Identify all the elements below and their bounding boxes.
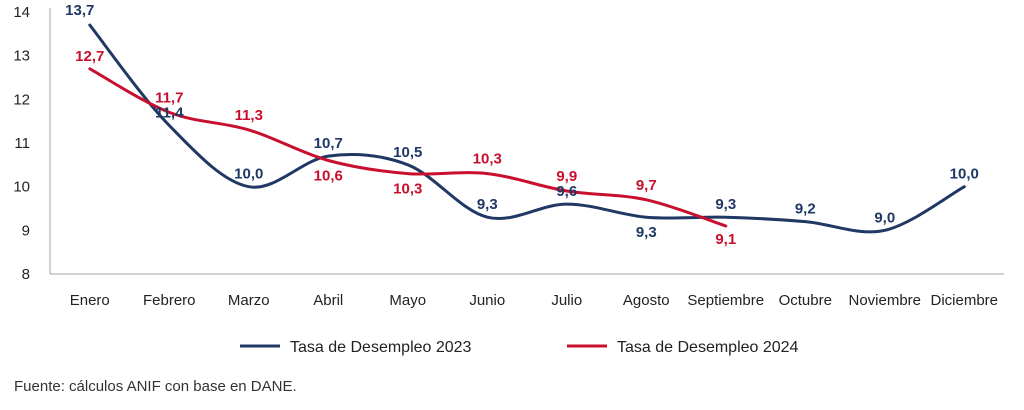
legend-label-2: Tasa de Desempleo 2024 xyxy=(617,339,799,356)
data-label: 9,3 xyxy=(715,196,736,213)
data-label: 10,7 xyxy=(314,135,343,152)
data-labels: 13,7 11,4 10,0 10,7 10,5 9,3 9,6 9,3 9,3 9,2 9,0 10… xyxy=(65,2,979,248)
x-tick-label: Mayo xyxy=(389,292,426,309)
series-line-2 xyxy=(88,67,728,228)
y-tick-label: 11 xyxy=(14,135,30,152)
x-tick-label: Marzo xyxy=(228,292,270,309)
data-label: 10,5 xyxy=(393,144,422,161)
data-label: 10,3 xyxy=(393,181,422,198)
x-tick-label: Octubre xyxy=(779,292,832,309)
x-tick-label: Noviembre xyxy=(848,292,921,309)
data-label: 9,1 xyxy=(715,231,736,248)
x-tick-label: Febrero xyxy=(143,292,196,309)
line-chart: 8 9 10 11 12 13 14 Enero Febrero Marzo Abril Mayo Ju… xyxy=(13,2,1004,356)
y-tick-label: 8 xyxy=(22,266,30,283)
data-label: 11,3 xyxy=(235,107,263,124)
x-tick-label: Abril xyxy=(313,292,343,309)
data-label: 9,3 xyxy=(636,224,657,241)
data-label: 11,7 xyxy=(155,89,183,106)
data-label: 9,6 xyxy=(556,183,577,200)
x-tick-label: Septiembre xyxy=(687,292,764,309)
data-label: 10,0 xyxy=(950,166,979,183)
series-line-1 xyxy=(88,23,966,234)
data-label: 13,7 xyxy=(65,2,94,19)
data-label: 9,0 xyxy=(874,209,895,226)
data-label: 12,7 xyxy=(75,48,104,65)
data-label: 9,2 xyxy=(795,201,816,218)
legend-label-1: Tasa de Desempleo 2023 xyxy=(290,339,472,356)
chart-axes: 8 9 10 11 12 13 14 Enero Febrero Marzo Abril Mayo Ju… xyxy=(13,4,1004,309)
legend: Tasa de Desempleo 2023 Tasa de Desempleo … xyxy=(240,339,799,356)
data-label: 10,3 xyxy=(473,151,502,168)
y-tick-label: 14 xyxy=(13,4,30,21)
data-label: 9,9 xyxy=(556,168,577,185)
y-tick-label: 12 xyxy=(13,91,30,108)
data-label: 10,6 xyxy=(314,167,343,184)
x-tick-label: Agosto xyxy=(623,292,670,309)
data-label: 10,0 xyxy=(234,166,263,183)
data-label: 9,3 xyxy=(477,196,498,213)
x-tick-label: Junio xyxy=(469,292,505,309)
x-tick-label: Diciembre xyxy=(930,292,998,309)
x-tick-label: Enero xyxy=(70,292,110,309)
x-tick-label: Julio xyxy=(551,292,582,309)
y-tick-label: 10 xyxy=(13,179,30,196)
data-label: 9,7 xyxy=(636,177,657,194)
series-lines xyxy=(88,23,966,234)
y-tick-label: 13 xyxy=(13,48,30,65)
source-note: Fuente: cálculos ANIF con base en DANE. xyxy=(14,378,297,395)
data-label: 11,4 xyxy=(155,105,184,122)
y-tick-label: 9 xyxy=(22,222,30,239)
